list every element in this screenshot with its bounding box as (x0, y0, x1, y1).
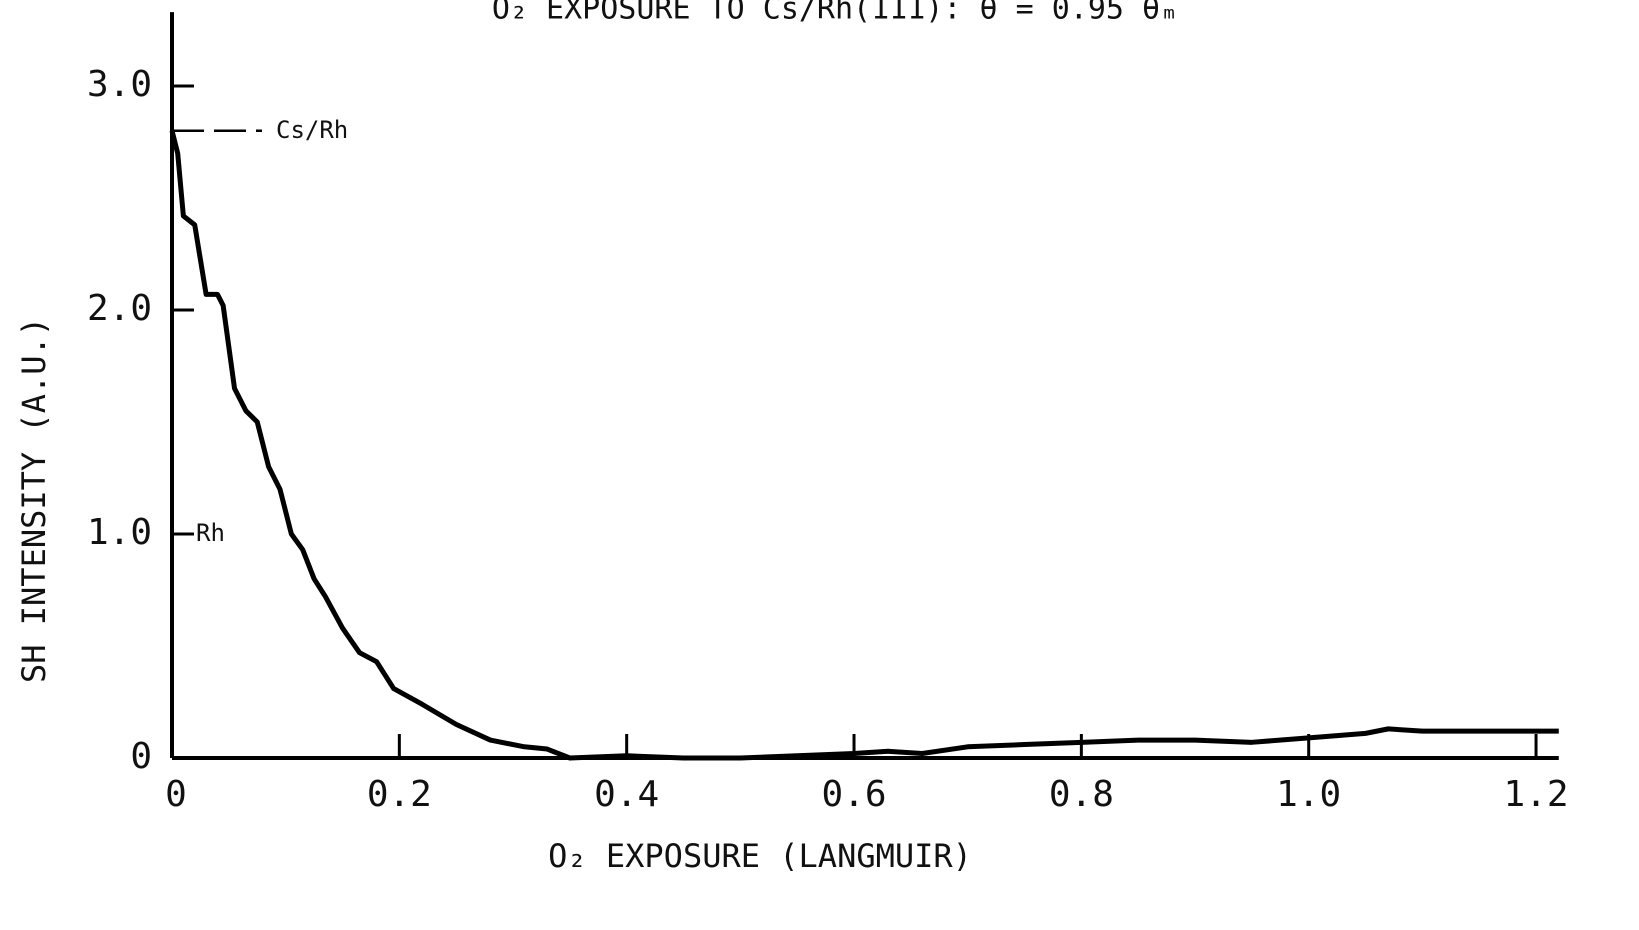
x-tick-label: 1.0 (1276, 774, 1341, 815)
y-axis-label: SH INTENSITY (A.U.) (15, 317, 53, 683)
chart-title: O₂ EXPOSURE TO Cs/Rh(111): θ = 0.95 θₘ (492, 0, 1178, 27)
annotation-label: Cs/Rh (276, 116, 348, 144)
x-tick-label: 0.2 (367, 774, 432, 815)
y-tick-label: 2.0 (87, 288, 152, 329)
annotation-label: Rh (196, 519, 225, 547)
y-tick-label: 0 (130, 736, 152, 777)
y-tick-label: 1.0 (87, 512, 152, 553)
x-tick-label: 0.8 (1049, 774, 1114, 815)
y-tick-label: 3.0 (87, 64, 152, 105)
x-tick-label: 0.4 (594, 774, 659, 815)
x-tick-label: 0 (165, 774, 187, 815)
x-tick-label: 1.2 (1504, 774, 1569, 815)
data-line (169, 130, 1559, 761)
x-axis-label: O₂ EXPOSURE (LANGMUIR) (548, 837, 972, 875)
x-tick-label: 0.6 (822, 774, 887, 815)
